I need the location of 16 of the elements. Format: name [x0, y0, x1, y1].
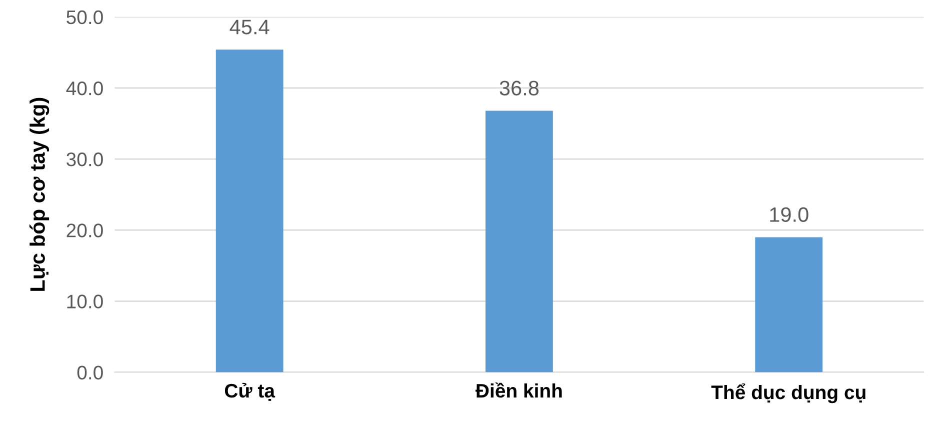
bar [486, 110, 553, 372]
data-label: 19.0 [770, 207, 808, 222]
y-axis-title: Lực bóp cơ tay (kg) [29, 98, 50, 291]
y-tick-label: 30.0 [66, 152, 103, 166]
bar [216, 50, 284, 372]
data-label: 36.8 [500, 80, 539, 96]
y-tick-label: 0.0 [77, 366, 103, 380]
y-tick-label: 10.0 [67, 294, 103, 308]
y-tick-label: 40.0 [66, 81, 103, 96]
y-tick-label: 50.0 [66, 10, 103, 24]
x-tick-label: Thể dục dụng cụ [711, 383, 866, 404]
x-tick-label: Điền kinh [476, 382, 562, 398]
bar [755, 237, 823, 372]
y-tick-label: 20.0 [66, 224, 103, 238]
data-label: 45.4 [230, 20, 270, 34]
x-tick-label: Cử tạ [224, 382, 276, 401]
